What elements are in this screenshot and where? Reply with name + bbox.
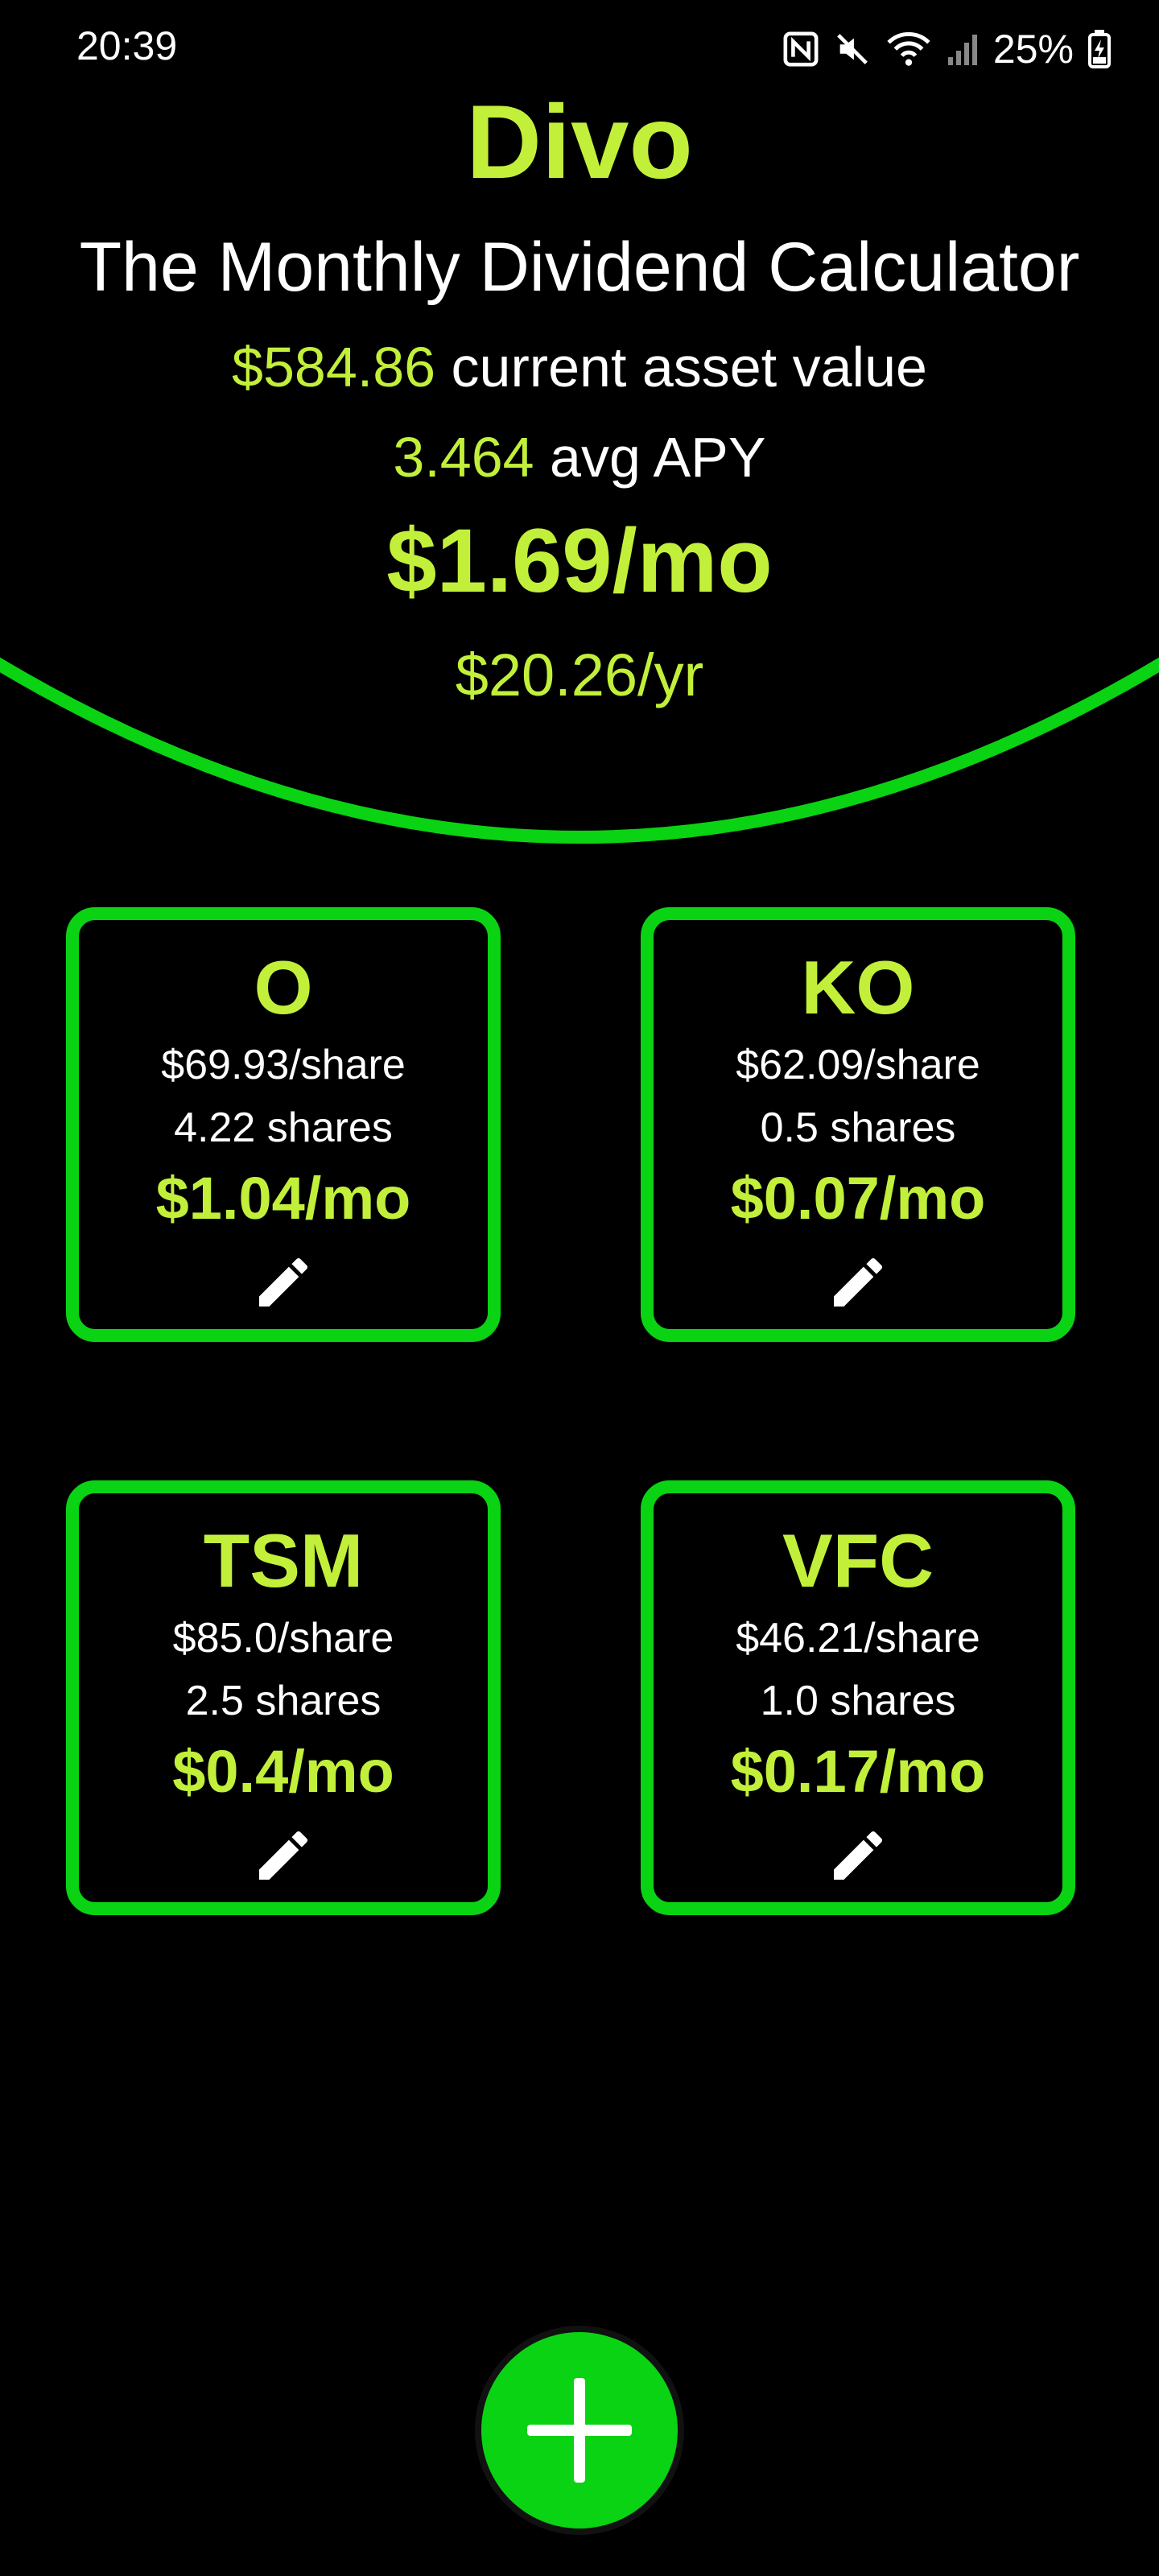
- battery-charging-icon: [1088, 30, 1111, 68]
- stock-shares: 2.5 shares: [185, 1678, 382, 1724]
- stock-card: VFC $46.21/share 1.0 shares $0.17/mo: [641, 1480, 1075, 1915]
- stock-card: KO $62.09/share 0.5 shares $0.07/mo: [641, 907, 1075, 1342]
- header-arc: [0, 657, 1159, 844]
- pencil-icon[interactable]: [251, 1250, 316, 1315]
- apy-value: 3.464: [393, 426, 534, 489]
- yearly-total: $20.26/yr: [455, 642, 704, 708]
- stock-shares: 4.22 shares: [174, 1104, 393, 1151]
- status-bar: 20:39 25%: [0, 0, 1159, 97]
- monthly-total: $1.69/mo: [386, 510, 773, 611]
- stock-shares: 1.0 shares: [760, 1678, 956, 1724]
- plus-icon: [527, 2378, 632, 2483]
- stock-price: $46.21/share: [736, 1615, 980, 1662]
- stock-price: $69.93/share: [161, 1042, 406, 1088]
- stock-monthly-dividend: $0.07/mo: [730, 1165, 986, 1232]
- signal-icon: [947, 35, 977, 65]
- stock-ticker: TSM: [203, 1518, 364, 1603]
- pencil-icon[interactable]: [251, 1823, 316, 1888]
- wifi-icon: [887, 31, 930, 66]
- pencil-icon[interactable]: [826, 1823, 890, 1888]
- stock-card: O $69.93/share 4.22 shares $1.04/mo: [66, 907, 501, 1342]
- stock-price: $62.09/share: [736, 1042, 980, 1088]
- apy-label: avg APY: [550, 426, 766, 489]
- stock-monthly-dividend: $0.17/mo: [730, 1738, 986, 1805]
- stock-ticker: O: [254, 945, 313, 1030]
- stock-ticker: KO: [801, 945, 915, 1030]
- status-time: 20:39: [76, 23, 178, 68]
- apy-line: 3.464 avg APY: [0, 427, 1159, 489]
- add-stock-button[interactable]: [481, 2332, 678, 2529]
- status-icons: 25%: [782, 21, 1111, 77]
- stock-shares: 0.5 shares: [760, 1104, 956, 1151]
- nfc-icon: [783, 31, 819, 67]
- app-subtitle: The Monthly Dividend Calculator: [79, 229, 1080, 306]
- mute-icon: [837, 34, 868, 64]
- asset-value-label: current asset value: [451, 336, 927, 398]
- stock-ticker: VFC: [782, 1518, 934, 1603]
- stock-monthly-dividend: $1.04/mo: [155, 1165, 411, 1232]
- app-title: Divo: [466, 83, 693, 200]
- asset-value: $584.86: [232, 336, 436, 398]
- stock-price: $85.0/share: [172, 1615, 394, 1662]
- pencil-icon[interactable]: [826, 1250, 890, 1315]
- stock-card: TSM $85.0/share 2.5 shares $0.4/mo: [66, 1480, 501, 1915]
- battery-percent: 25%: [992, 27, 1074, 72]
- asset-value-line: $584.86 current asset value: [0, 336, 1159, 398]
- stock-monthly-dividend: $0.4/mo: [172, 1738, 394, 1805]
